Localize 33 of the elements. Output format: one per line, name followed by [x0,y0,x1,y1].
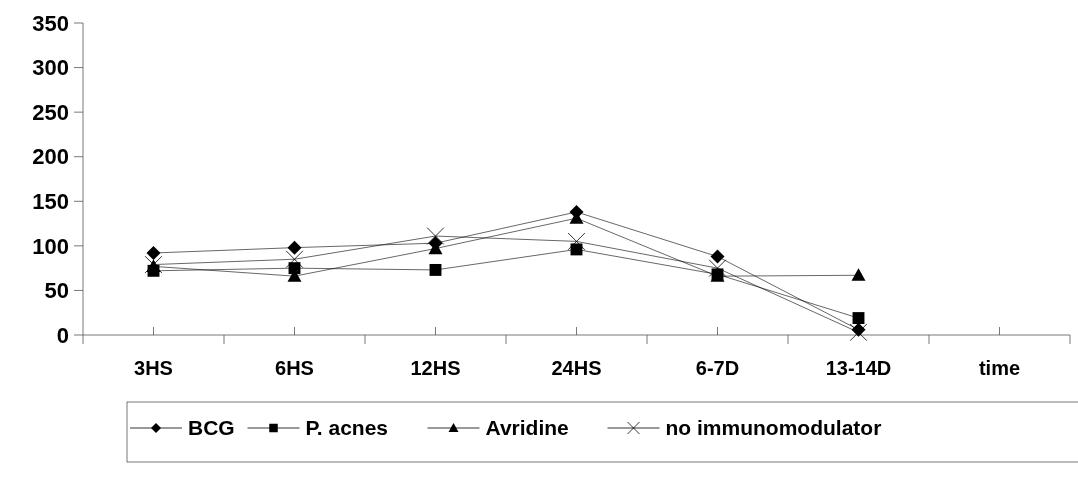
y-tick-label: 250 [32,99,69,125]
point [851,268,866,281]
point [708,259,727,277]
x-tick-label: 24HS [551,357,602,379]
legend-label: no immunomodulator [665,416,882,440]
point [285,250,304,269]
point [426,227,445,245]
y-tick-label: 350 [32,10,69,36]
y-tick-label: 300 [32,55,69,81]
point [570,243,583,256]
y-tick-label: 0 [56,322,69,348]
point [567,232,586,251]
point [852,312,865,325]
x-tick-label: 6-7D [695,357,740,379]
point [569,204,584,219]
y-tick-label: 200 [32,144,69,170]
x-tick-label: 13-14D [825,357,892,379]
point [287,240,302,255]
legend-label: Avridine [485,416,569,440]
point [849,323,868,342]
y-tick-label: 150 [32,188,69,214]
legend-label: BCG [188,416,235,440]
point [429,263,442,276]
point [710,249,725,264]
point [851,322,866,337]
y-tick-label: 100 [32,233,69,259]
x-tick-label: 3HS [134,357,173,379]
y-tick-label: 50 [44,278,69,304]
point [288,262,301,275]
x-tick-label: 12HS [410,357,461,379]
legend-label: P. acnes [305,416,389,440]
x-tick-label: 6HS [275,357,314,379]
x-tick-label: time [978,357,1021,379]
